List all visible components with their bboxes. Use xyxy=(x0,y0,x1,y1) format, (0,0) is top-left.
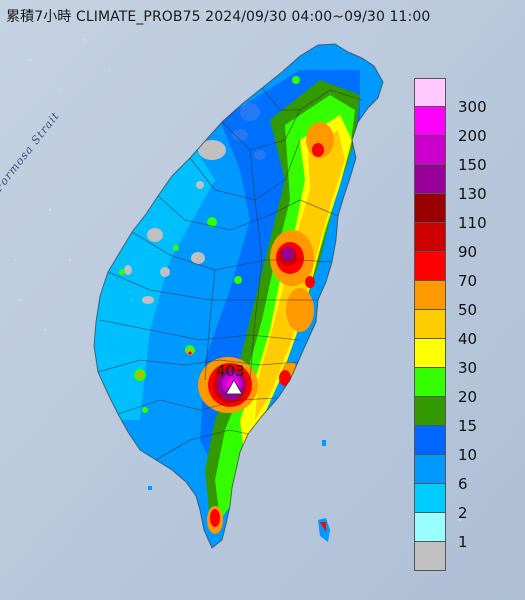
legend-swatch xyxy=(414,165,446,194)
legend-label: 110 xyxy=(458,214,487,232)
legend-swatch xyxy=(414,252,446,281)
legend-swatch xyxy=(414,455,446,484)
legend-label: 10 xyxy=(458,446,478,464)
legend-label: 40 xyxy=(458,330,478,348)
legend-swatch xyxy=(414,281,446,310)
map-title: 累積7小時 CLIMATE_PROB75 2024/09/30 04:00~09… xyxy=(6,9,431,25)
legend-swatch xyxy=(414,310,446,339)
legend-swatch xyxy=(414,368,446,397)
legend-swatch xyxy=(414,426,446,455)
legend-label: 50 xyxy=(458,301,478,319)
legend-swatch xyxy=(414,397,446,426)
legend-label: 2 xyxy=(458,504,468,522)
legend-label: 15 xyxy=(458,417,478,435)
legend-swatch xyxy=(414,542,446,571)
legend-swatch xyxy=(414,484,446,513)
legend-label: 70 xyxy=(458,272,478,290)
legend-swatch xyxy=(414,136,446,165)
legend-label: 90 xyxy=(458,243,478,261)
legend-swatch xyxy=(414,513,446,542)
max-value-label: 403 xyxy=(216,362,245,380)
legend-swatch xyxy=(414,339,446,368)
legend-label: 200 xyxy=(458,127,487,145)
legend-label: 300 xyxy=(458,98,487,116)
legend-swatch xyxy=(414,107,446,136)
legend-label: 20 xyxy=(458,388,478,406)
legend-label: 6 xyxy=(458,475,468,493)
color-legend xyxy=(414,78,446,571)
legend-swatch xyxy=(414,194,446,223)
legend-label: 130 xyxy=(458,185,487,203)
legend-swatch xyxy=(414,223,446,252)
legend-label: 1 xyxy=(458,533,468,551)
legend-label: 150 xyxy=(458,156,487,174)
legend-label: 30 xyxy=(458,359,478,377)
legend-swatch xyxy=(414,78,446,107)
